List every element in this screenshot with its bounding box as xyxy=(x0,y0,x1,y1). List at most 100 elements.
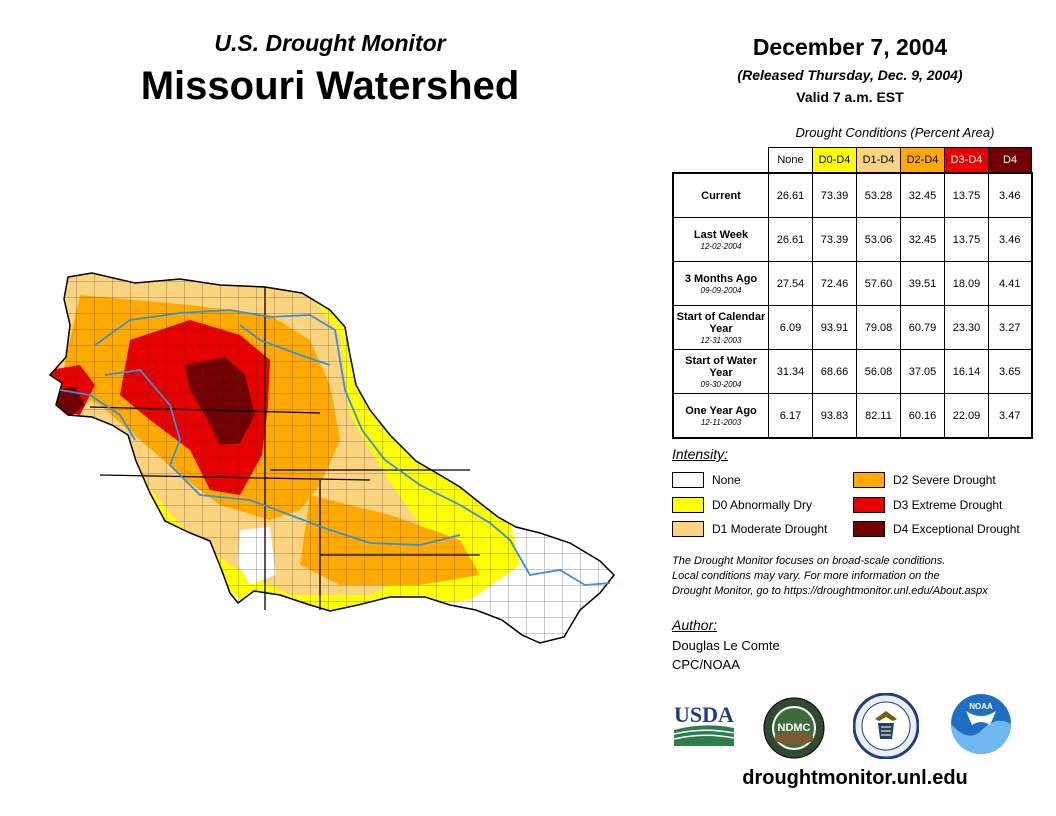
table-cell: 27.54 xyxy=(768,261,813,306)
table-cell: 3.47 xyxy=(988,393,1032,439)
legend-swatch xyxy=(672,497,704,513)
author-org: CPC/NOAA xyxy=(672,657,740,672)
table-cell: 3.46 xyxy=(988,172,1032,218)
table-cell: 82.11 xyxy=(856,393,901,439)
row-label: Start of Water Year 09-30-2004 xyxy=(672,349,769,394)
table-row: Last Week 12-02-2004 26.61 73.39 53.06 32… xyxy=(672,217,1032,262)
legend-swatch xyxy=(853,497,885,513)
usda-logo: USDA xyxy=(673,702,735,746)
table-row: One Year Ago 12-11-2003 6.17 93.83 82.11 … xyxy=(672,393,1032,439)
header-blank xyxy=(673,147,769,173)
row-label: 3 Months Ago 09-09-2004 xyxy=(672,261,769,306)
website-link[interactable]: droughtmonitor.unl.edu xyxy=(742,767,968,789)
row-label: Last Week 12-02-2004 xyxy=(672,217,769,262)
table-cell: 73.39 xyxy=(812,172,857,218)
row-label: Current xyxy=(672,172,769,218)
table-cell: 13.75 xyxy=(944,172,989,218)
legend-item-d0: D0 Abnormally Dry xyxy=(672,497,812,513)
legend-label: D0 Abnormally Dry xyxy=(712,498,813,512)
legend-item-d4: D4 Exceptional Drought xyxy=(853,521,1020,537)
noaa-logo: NOAA xyxy=(951,694,1011,754)
table-cell: 6.09 xyxy=(768,305,813,350)
table-cell: 3.65 xyxy=(988,349,1032,394)
drought-map xyxy=(48,272,615,644)
col-d4: D4 xyxy=(988,147,1032,174)
table-cell: 16.14 xyxy=(944,349,989,394)
table-cell: 68.66 xyxy=(812,349,857,394)
table-cell: 57.60 xyxy=(856,261,901,306)
legend-swatch xyxy=(853,472,885,488)
state-boundaries xyxy=(89,287,480,610)
legend-item-d3: D3 Extreme Drought xyxy=(853,497,1002,513)
legend-label: D1 Moderate Drought xyxy=(712,522,828,536)
legend-swatch xyxy=(672,521,704,537)
legend-item-d1: D1 Moderate Drought xyxy=(672,521,827,537)
disclaimer-note: The Drought Monitor focuses on broad-sca… xyxy=(672,554,1042,599)
table-cell: 79.08 xyxy=(856,305,901,350)
table-cell: 31.34 xyxy=(768,349,813,394)
table-caption: Drought Conditions (Percent Area) xyxy=(795,125,995,140)
table-cell: 4.41 xyxy=(988,261,1032,306)
rivers xyxy=(59,309,611,586)
ndmc-logo-text: NDMC xyxy=(778,722,811,734)
table-cell: 60.79 xyxy=(900,305,945,350)
usda-logo-text: USDA xyxy=(674,702,734,727)
commerce-seal-icon xyxy=(853,693,919,759)
ndmc-logo: NDMC xyxy=(763,697,825,759)
author-heading: Author: xyxy=(672,617,718,633)
table-cell: 3.46 xyxy=(988,217,1032,262)
legend-swatch xyxy=(853,521,885,537)
table-cell: 23.30 xyxy=(944,305,989,350)
valid-time: Valid 7 a.m. EST xyxy=(796,89,904,105)
table-cell: 6.17 xyxy=(768,393,813,439)
legend-label: D3 Extreme Drought xyxy=(893,498,1003,512)
legend-title: Intensity: xyxy=(672,446,729,462)
note-line: The Drought Monitor focuses on broad-sca… xyxy=(672,555,946,567)
col-d0-d4: D0-D4 xyxy=(812,147,857,174)
table-cell: 60.16 xyxy=(900,393,945,439)
legend-item-none: None xyxy=(672,472,741,488)
table-cell: 26.61 xyxy=(768,172,813,218)
noaa-logo-text: NOAA xyxy=(969,702,993,711)
row-label: One Year Ago 12-11-2003 xyxy=(672,393,769,439)
note-line: Drought Monitor, go to https://droughtmo… xyxy=(672,585,988,597)
table-row: Current 26.61 73.39 53.28 32.45 13.75 3.… xyxy=(672,172,1032,218)
table-cell: 93.83 xyxy=(812,393,857,439)
table-row: 3 Months Ago 09-09-2004 27.54 72.46 57.60… xyxy=(672,261,1032,306)
table-cell: 73.39 xyxy=(812,217,857,262)
table-cell: 26.61 xyxy=(768,217,813,262)
table-cell: 3.27 xyxy=(988,305,1032,350)
table-cell: 13.75 xyxy=(944,217,989,262)
release-date: (Released Thursday, Dec. 9, 2004) xyxy=(737,67,963,83)
col-d3-d4: D3-D4 xyxy=(944,147,989,174)
legend-label: D2 Severe Drought xyxy=(893,473,996,487)
table-cell: 39.51 xyxy=(900,261,945,306)
legend-label: D4 Exceptional Drought xyxy=(893,522,1020,536)
table-cell: 93.91 xyxy=(812,305,857,350)
drought-conditions-table: None D0-D4 D1-D4 D2-D4 D3-D4 D4 Current … xyxy=(672,147,1033,439)
row-label: Start of Calendar Year 12-31-2003 xyxy=(672,305,769,350)
legend-swatch xyxy=(672,472,704,488)
table-row: Start of Calendar Year 12-31-2003 6.09 93… xyxy=(672,305,1032,350)
table-cell: 32.45 xyxy=(900,217,945,262)
county-lines xyxy=(50,273,614,643)
legend-label: None xyxy=(712,473,741,487)
table-cell: 53.06 xyxy=(856,217,901,262)
table-cell: 32.45 xyxy=(900,172,945,218)
table-cell: 72.46 xyxy=(812,261,857,306)
table-cell: 18.09 xyxy=(944,261,989,306)
table-cell: 56.08 xyxy=(856,349,901,394)
map-subtitle: U.S. Drought Monitor xyxy=(214,30,446,56)
map-title: Missouri Watershed xyxy=(140,64,520,108)
legend-item-d2: D2 Severe Drought xyxy=(853,472,996,488)
map-date: December 7, 2004 xyxy=(752,34,948,60)
table-cell: 22.09 xyxy=(944,393,989,439)
col-none: None xyxy=(768,147,813,174)
author-name: Douglas Le Comte xyxy=(672,638,780,653)
col-d1-d4: D1-D4 xyxy=(856,147,901,174)
basin-outline xyxy=(48,272,615,644)
col-d2-d4: D2-D4 xyxy=(900,147,945,174)
table-cell: 53.28 xyxy=(856,172,901,218)
table-row: Start of Water Year 09-30-2004 31.34 68.6… xyxy=(672,349,1032,394)
table-cell: 37.05 xyxy=(900,349,945,394)
